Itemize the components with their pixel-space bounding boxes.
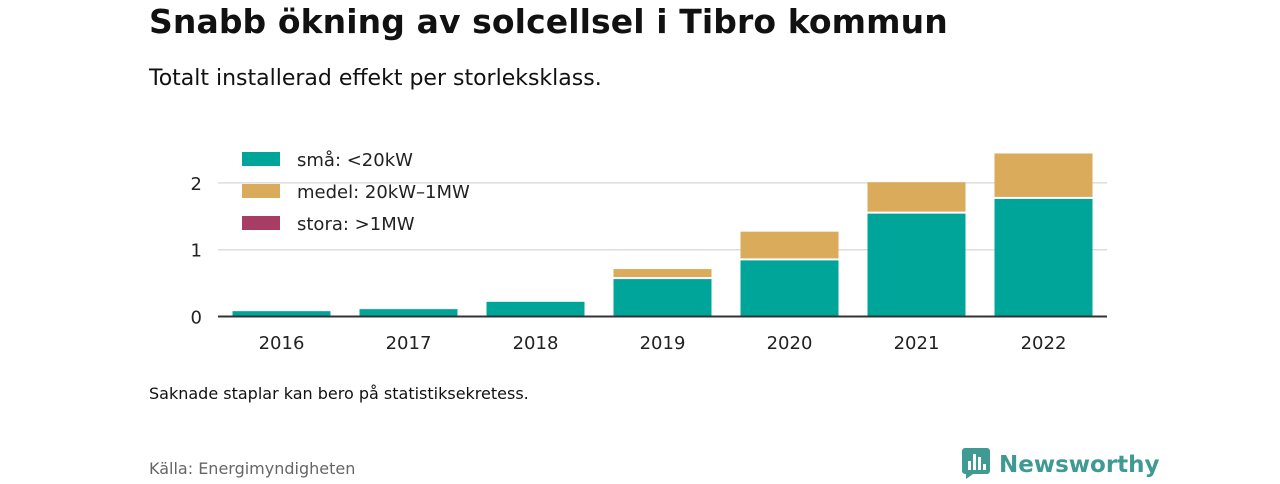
bar-segment — [613, 279, 712, 317]
bar-segment — [740, 231, 839, 259]
x-tick-label: 2019 — [640, 333, 686, 354]
source-text: Källa: Energimyndigheten — [149, 459, 356, 478]
x-tick-label: 2020 — [767, 333, 813, 354]
newsworthy-logo-icon — [961, 446, 991, 484]
legend-label: små: <20kW — [297, 150, 413, 171]
brand-logo[interactable]: Newsworthy — [961, 446, 1160, 484]
legend-label: medel: 20kW–1MW — [297, 182, 470, 203]
x-tick-label: 2022 — [1021, 333, 1067, 354]
x-tick-label: 2021 — [894, 333, 940, 354]
y-tick-label: 2 — [191, 174, 202, 195]
bar-segment — [867, 182, 966, 212]
bar-segment — [867, 213, 966, 317]
legend-swatch — [242, 152, 280, 166]
bar-segment — [740, 260, 839, 317]
x-tick-label: 2017 — [386, 333, 432, 354]
legend-swatch — [242, 216, 280, 230]
x-tick-label: 2018 — [513, 333, 559, 354]
bar-chart: 0 1 2 2016 2017 2018 2019 2020 2021 2022 små: <20k… — [191, 150, 1107, 354]
chart-title: Snabb ökning av solcellsel i Tibro kommu… — [149, 2, 948, 41]
x-tick-label: 2016 — [259, 333, 305, 354]
y-tick-label: 0 — [191, 308, 202, 329]
bar-segment — [613, 269, 712, 278]
y-tick-label: 1 — [191, 241, 202, 262]
bar-segment — [994, 198, 1093, 317]
bar-segment — [994, 153, 1093, 197]
bar-segment — [359, 309, 458, 317]
legend-swatch — [242, 184, 280, 198]
chart-subtitle: Totalt installerad effekt per storlekskl… — [149, 66, 602, 91]
chart-note: Saknade staplar kan bero på statistiksek… — [149, 384, 529, 403]
brand-name: Newsworthy — [999, 452, 1160, 478]
bar-segment — [486, 301, 585, 317]
bar-segment — [232, 311, 331, 317]
legend-label: stora: >1MW — [297, 214, 415, 235]
